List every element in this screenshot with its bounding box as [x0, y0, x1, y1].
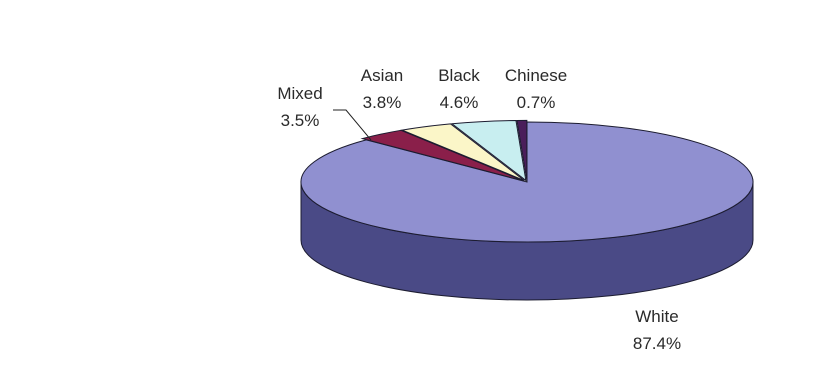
slice-label-asian: Asian 3.8%	[361, 66, 404, 112]
pie-tops	[300, 119, 754, 243]
slice-value-asian: 3.8%	[363, 93, 402, 112]
slice-name-white: White	[635, 307, 678, 326]
slice-name-chinese: Chinese	[505, 66, 567, 85]
pie-slice-black	[450, 119, 527, 182]
slice-name-black: Black	[438, 66, 480, 85]
slice-label-white: White 87.4%	[633, 307, 681, 353]
slice-value-black: 4.6%	[440, 93, 479, 112]
slice-name-mixed: Mixed	[277, 84, 322, 103]
pie-slice-mixed	[360, 129, 524, 182]
slice-label-chinese: Chinese 0.7%	[505, 66, 567, 112]
slice-labels: White 87.4% Mixed 3.5% Asian 3.8% Black 4.6% Chi…	[277, 66, 681, 353]
slice-value-chinese: 0.7%	[517, 93, 556, 112]
leader-line-mixed	[333, 109, 372, 141]
slice-value-white: 87.4%	[633, 334, 681, 353]
pie-slice-white	[300, 121, 754, 243]
slice-value-mixed: 3.5%	[281, 111, 320, 130]
pie-slice-chinese	[516, 119, 528, 181]
slice-label-mixed: Mixed 3.5%	[277, 84, 322, 130]
slice-label-black: Black 4.6%	[438, 66, 480, 112]
leader-lines	[333, 109, 372, 141]
slice-name-asian: Asian	[361, 66, 404, 85]
pie-slice-asian	[400, 123, 525, 182]
